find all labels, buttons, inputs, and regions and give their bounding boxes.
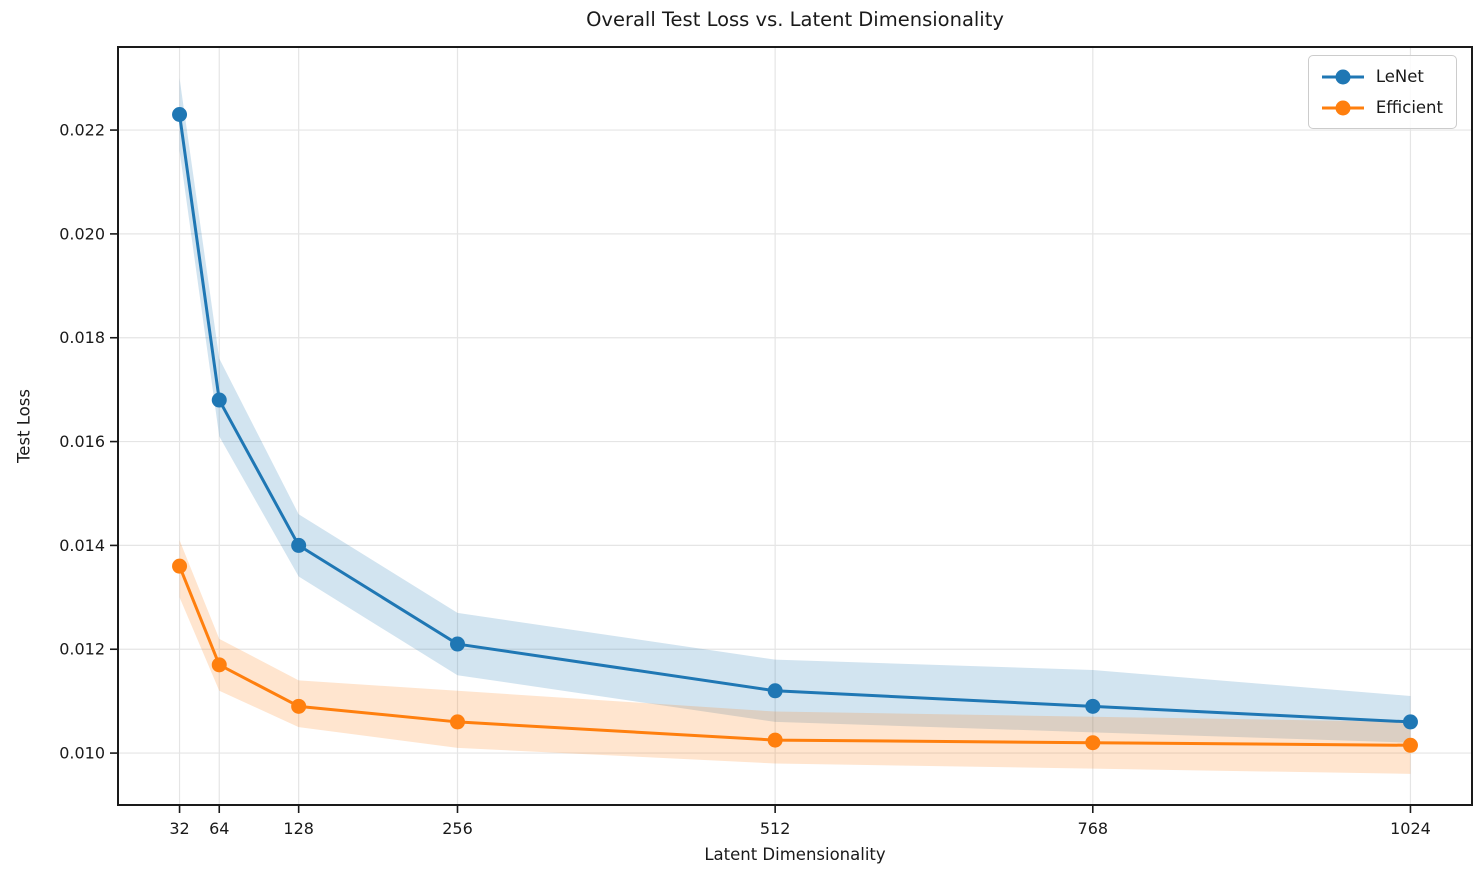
data-point <box>172 106 188 122</box>
x-tick-label: 512 <box>760 819 791 838</box>
y-tick-label: 0.012 <box>59 640 105 659</box>
series-efficient <box>172 558 1418 753</box>
lenet-line-marker-icon <box>1321 69 1364 84</box>
data-point <box>211 392 227 408</box>
legend-label-efficient: Efficient <box>1375 98 1443 117</box>
legend-label-lenet: LeNet <box>1375 67 1424 86</box>
series-lenet <box>172 106 1418 730</box>
gridlines <box>118 47 1472 805</box>
data-point <box>1085 735 1101 751</box>
band-lenet <box>179 78 1411 743</box>
data-point <box>211 657 227 673</box>
data-point <box>1402 714 1418 730</box>
x-tick-label: 1024 <box>1390 819 1431 838</box>
data-point <box>1085 698 1101 714</box>
y-tick-label: 0.016 <box>59 432 105 451</box>
axes-frame <box>117 46 1473 806</box>
data-point <box>291 698 307 714</box>
data-point <box>767 732 783 748</box>
x-tick-label: 64 <box>209 819 229 838</box>
y-tick-label: 0.022 <box>59 121 105 140</box>
legend: LeNet Efficient <box>1307 55 1457 129</box>
y-tick-label: 0.018 <box>59 328 105 347</box>
x-tick-label: 128 <box>283 819 314 838</box>
x-tick-label: 256 <box>442 819 473 838</box>
x-axis-label: Latent Dimensionality <box>704 845 886 864</box>
y-tick-label: 0.020 <box>59 224 105 243</box>
data-point <box>449 714 465 730</box>
tick-labels: 32 64 128 256 512 768 1024 0.010 0.012 0.014 0.016… <box>59 121 1431 838</box>
y-axis-label: Test Loss <box>14 389 34 463</box>
efficient-line-marker-icon <box>1321 100 1364 115</box>
y-tick-label: 0.014 <box>59 536 105 555</box>
x-tick-label: 32 <box>169 819 189 838</box>
data-point <box>767 683 783 699</box>
y-tick-label: 0.010 <box>59 744 105 763</box>
legend-item-efficient: Efficient <box>1320 92 1443 123</box>
band-efficient <box>179 540 1411 774</box>
x-tick-label: 768 <box>1078 819 1109 838</box>
legend-item-lenet: LeNet <box>1320 61 1443 92</box>
data-point <box>1402 737 1418 753</box>
data-point <box>291 537 307 553</box>
data-point <box>449 636 465 652</box>
chart-title: Overall Test Loss vs. Latent Dimensional… <box>586 8 1004 31</box>
data-point <box>172 558 188 574</box>
